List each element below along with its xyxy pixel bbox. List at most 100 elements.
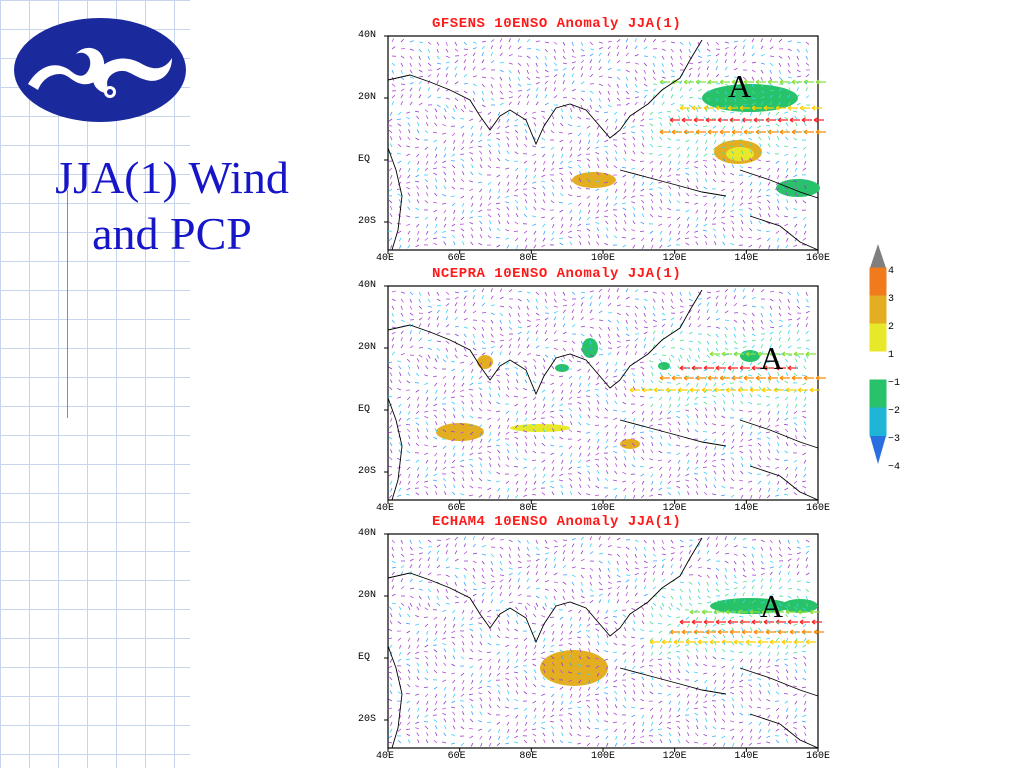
wind-vector [499, 326, 503, 331]
wind-vector [499, 45, 502, 50]
wind-vector [561, 421, 564, 426]
wind-vector [388, 118, 393, 122]
wind-vector [750, 665, 753, 670]
wind-vector [597, 234, 600, 239]
wind-vector [784, 733, 789, 737]
wind-vector [426, 396, 429, 401]
wind-vector [633, 658, 636, 663]
wind-vector [748, 705, 753, 709]
colorbar-segment [869, 407, 887, 437]
wind-vector [688, 41, 692, 46]
wind-vector [793, 137, 798, 141]
wind-vector [715, 97, 719, 102]
wind-vector [776, 167, 780, 172]
wind-vector [463, 588, 468, 592]
wind-vector [580, 316, 584, 321]
wind-vector [598, 588, 603, 591]
anticyclone-marker: A [760, 588, 784, 624]
wind-vector [598, 288, 603, 293]
wind-vector [643, 298, 648, 302]
wind-vector [749, 609, 760, 615]
wind-vector [587, 718, 591, 723]
wind-vector [769, 312, 772, 317]
wind-vector [436, 304, 441, 307]
wind-vector [514, 129, 519, 134]
wind-vector [724, 347, 729, 351]
wind-vector [391, 69, 394, 74]
wind-vector [650, 199, 654, 204]
wind-vector [594, 424, 600, 426]
wind-vector [793, 685, 798, 688]
wind-vector [568, 375, 573, 379]
wind-vector [505, 714, 510, 718]
wind-vector [531, 728, 537, 730]
wind-vector [703, 186, 708, 190]
wind-vector [532, 396, 537, 401]
wind-vector [787, 330, 790, 335]
wind-vector [661, 546, 665, 551]
wind-vector [568, 429, 573, 433]
wind-vector [633, 449, 636, 454]
wind-vector [444, 178, 447, 183]
wind-vector [534, 403, 537, 408]
wind-vector [576, 195, 582, 197]
wind-vector [794, 167, 798, 172]
wind-vector [712, 493, 717, 496]
wind-vector [443, 421, 447, 426]
wind-vector [749, 620, 753, 625]
wind-vector [742, 592, 745, 597]
wind-vector [445, 316, 449, 321]
wind-vector [724, 354, 730, 356]
wind-vector [650, 129, 654, 134]
wind-vector [713, 234, 717, 239]
wind-vector [724, 46, 729, 50]
wind-vector [642, 379, 645, 384]
wind-vector [803, 160, 807, 165]
wind-vector [775, 105, 786, 111]
wind-vector [622, 471, 627, 475]
wind-vector [697, 550, 700, 555]
wind-vector [579, 139, 582, 144]
wind-vector [668, 428, 672, 433]
wind-vector [469, 485, 474, 489]
wind-vector [523, 396, 528, 399]
wind-vector [487, 679, 492, 683]
wind-vector [535, 345, 540, 349]
wind-vector [741, 431, 744, 436]
wind-vector [695, 459, 699, 464]
wind-vector [787, 558, 792, 562]
wind-vector [505, 607, 510, 611]
wind-vector [490, 574, 495, 578]
wind-vector [641, 620, 645, 625]
wind-vector [705, 117, 716, 123]
wind-vector [396, 153, 402, 155]
wind-vector [766, 741, 771, 744]
wind-vector [640, 735, 645, 739]
x-axis-label: 100E [591, 751, 616, 762]
wind-vector [795, 637, 798, 642]
wind-vector [463, 53, 468, 57]
wind-vector [731, 665, 735, 670]
wind-vector [604, 622, 609, 625]
wind-vector [515, 442, 519, 447]
wind-vector [761, 609, 772, 615]
wind-vector [424, 714, 429, 718]
wind-vector [398, 365, 402, 370]
wind-vector [451, 430, 456, 433]
wind-vector [416, 644, 420, 649]
wind-vector [480, 634, 483, 639]
wind-vector [442, 132, 447, 135]
wind-vector [777, 480, 780, 485]
wind-vector [794, 185, 798, 190]
wind-vector [739, 202, 744, 206]
colorbar-arrow-bottom [870, 436, 886, 464]
wind-vector [625, 567, 630, 572]
wind-vector [715, 551, 720, 555]
wind-vector [757, 131, 762, 134]
wind-vector [641, 658, 645, 663]
wind-vector [472, 599, 476, 604]
wind-vector [598, 543, 602, 548]
wind-vector [470, 672, 474, 677]
wind-vector [721, 665, 726, 669]
wind-vector [454, 567, 459, 570]
